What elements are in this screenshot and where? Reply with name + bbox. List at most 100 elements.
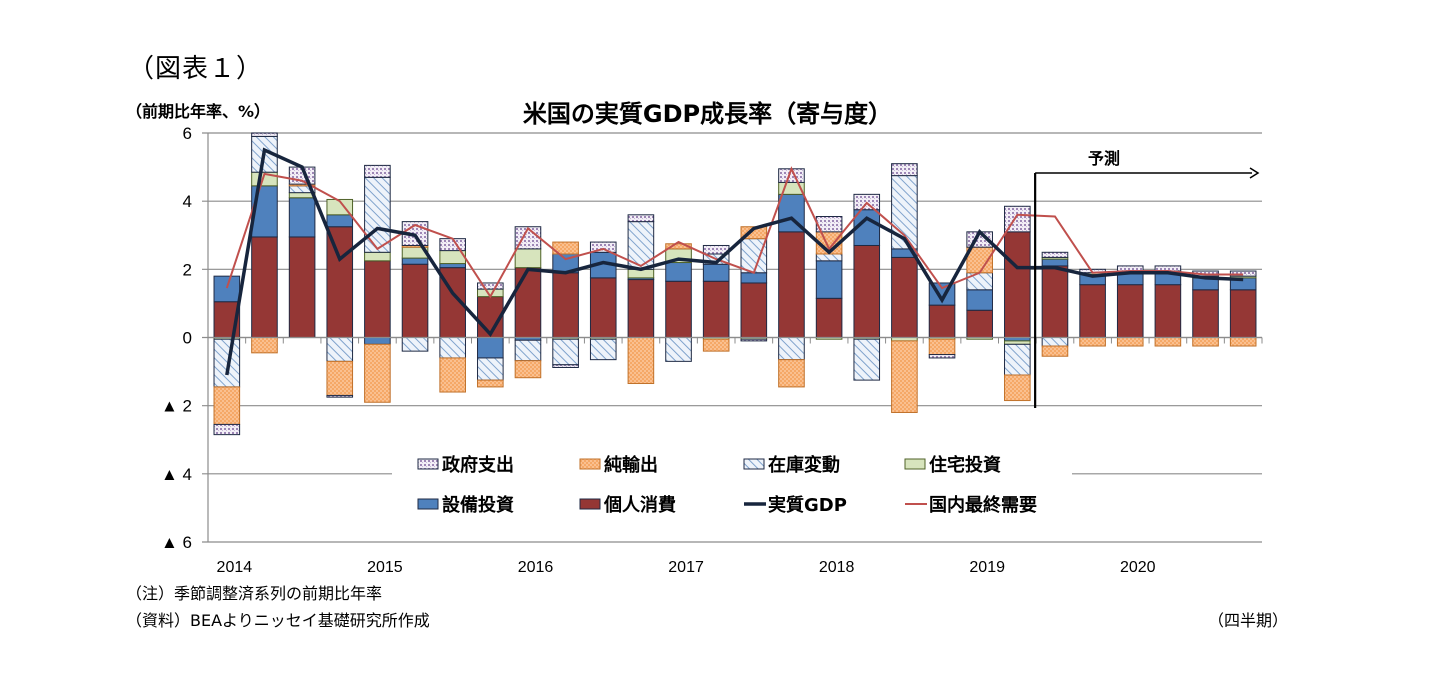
bar-gov bbox=[815, 216, 843, 233]
y-tick-label: 4 bbox=[183, 192, 192, 211]
bar-nx bbox=[627, 337, 655, 385]
forecast-arrow-head-icon bbox=[1249, 167, 1260, 179]
legend-swatch-gov bbox=[417, 458, 439, 470]
x-year-label: 2019 bbox=[969, 559, 1005, 576]
y-tick-label: ▲ 2 bbox=[161, 397, 192, 416]
bar-bi bbox=[288, 197, 316, 238]
y-tick-label: 0 bbox=[183, 329, 192, 348]
legend-label: 住宅投資 bbox=[929, 454, 1001, 476]
bar-pc bbox=[966, 309, 993, 339]
line-layer bbox=[225, 147, 1244, 376]
bar-gov bbox=[740, 338, 768, 342]
bar-nx bbox=[213, 386, 241, 425]
bar-pc bbox=[928, 304, 956, 338]
chart-title-wrap: 米国の実質GDP成長率（寄与度） bbox=[0, 94, 1443, 129]
bar-res bbox=[1004, 340, 1031, 345]
bar-bi bbox=[326, 214, 354, 228]
bar-pc bbox=[401, 263, 429, 338]
forecast-label: 予測 bbox=[1088, 149, 1120, 168]
bar-gov bbox=[552, 364, 579, 368]
bar-gov bbox=[928, 354, 956, 359]
bar-bi bbox=[401, 257, 429, 265]
bar-nx bbox=[439, 357, 466, 393]
legend-box bbox=[392, 447, 1072, 525]
forecast-layer: 予測 bbox=[1034, 149, 1260, 408]
chart-source: （資料）BEAよりニッセイ基礎研究所作成 bbox=[126, 611, 430, 630]
chart-title: 米国の実質GDP成長率（寄与度） bbox=[522, 100, 893, 128]
bar-gov bbox=[213, 423, 241, 436]
bar-inv bbox=[589, 338, 617, 361]
bar-inv bbox=[665, 337, 692, 362]
bar-gov bbox=[326, 394, 354, 398]
bar-inv bbox=[326, 337, 354, 362]
bar-nx bbox=[1041, 345, 1069, 357]
chart-note: （注）季節調整済系列の前期比年率 bbox=[126, 584, 383, 603]
bar-pc bbox=[853, 244, 881, 339]
y-tick-label: 6 bbox=[183, 124, 192, 143]
legend-label: 個人消費 bbox=[603, 494, 676, 516]
bar-pc bbox=[891, 256, 918, 339]
bar-nx bbox=[891, 340, 918, 413]
bar-nx bbox=[702, 338, 730, 352]
bar-nx bbox=[665, 243, 692, 250]
bar-gov bbox=[477, 282, 504, 290]
x-year-label: 2018 bbox=[819, 559, 855, 576]
bar-gov bbox=[251, 132, 278, 137]
bar-pc bbox=[251, 236, 278, 338]
bar-pc bbox=[1041, 265, 1069, 338]
legend-label: 設備投資 bbox=[442, 494, 514, 516]
bar-pc bbox=[1229, 289, 1257, 338]
legend-label: 在庫変動 bbox=[768, 454, 840, 476]
x-year-label: 2017 bbox=[668, 559, 704, 576]
bar-inv bbox=[853, 338, 881, 381]
bar-inv bbox=[815, 253, 843, 262]
figure-label: （図表１） bbox=[128, 54, 264, 84]
bar-bi bbox=[439, 263, 466, 269]
bar-bi bbox=[213, 275, 241, 303]
y-tick-label: 2 bbox=[183, 260, 192, 279]
bar-inv bbox=[740, 238, 768, 274]
bar-bi bbox=[966, 289, 993, 311]
bar-nx bbox=[1229, 337, 1257, 347]
bar-nx bbox=[928, 338, 956, 356]
bar-nx bbox=[1154, 337, 1182, 347]
bar-inv bbox=[401, 337, 429, 352]
bar-nx bbox=[477, 379, 504, 388]
bar-inv bbox=[966, 272, 993, 291]
x-axis-period-label: （四半期） bbox=[1208, 611, 1289, 630]
bar-bi bbox=[364, 337, 391, 345]
bar-pc bbox=[364, 260, 391, 338]
legend-swatch-res bbox=[904, 458, 926, 470]
bar-pc bbox=[1116, 284, 1144, 339]
bar-res bbox=[326, 198, 354, 216]
bar-pc bbox=[1004, 231, 1031, 338]
bar-gov bbox=[589, 241, 617, 253]
legend-label: 実質GDP bbox=[768, 494, 847, 516]
bar-inv bbox=[213, 338, 241, 388]
legend-label: 純輸出 bbox=[604, 454, 658, 476]
bar-bi bbox=[815, 260, 843, 299]
bar-nx bbox=[1079, 337, 1106, 347]
bar-inv bbox=[439, 337, 466, 359]
bar-nx bbox=[1116, 337, 1144, 347]
bar-res bbox=[514, 248, 542, 269]
bar-gov bbox=[891, 163, 918, 177]
bar-gov bbox=[364, 164, 391, 178]
bar-bi bbox=[665, 262, 692, 282]
bar-inv bbox=[778, 337, 805, 361]
bar-pc bbox=[702, 280, 730, 339]
bar-nx bbox=[778, 359, 805, 388]
x-year-label: 2016 bbox=[518, 559, 554, 576]
legend-swatch-bi bbox=[417, 498, 439, 510]
x-year-label: 2020 bbox=[1120, 559, 1156, 576]
bar-inv bbox=[514, 339, 542, 362]
bar-bi bbox=[740, 272, 768, 284]
bar-pc bbox=[815, 297, 843, 339]
y-tick-label: ▲ 6 bbox=[161, 533, 192, 552]
bar-pc bbox=[326, 226, 354, 339]
axis-layer: 6 4 2 0 ▲ 2 ▲ 4 ▲ 6 2014 2015 2016 2017 2018 2019 202… bbox=[161, 124, 1263, 576]
legend-swatch-pc bbox=[579, 498, 601, 510]
y-axis-unit-label: （前期比年率、%） bbox=[126, 102, 271, 121]
